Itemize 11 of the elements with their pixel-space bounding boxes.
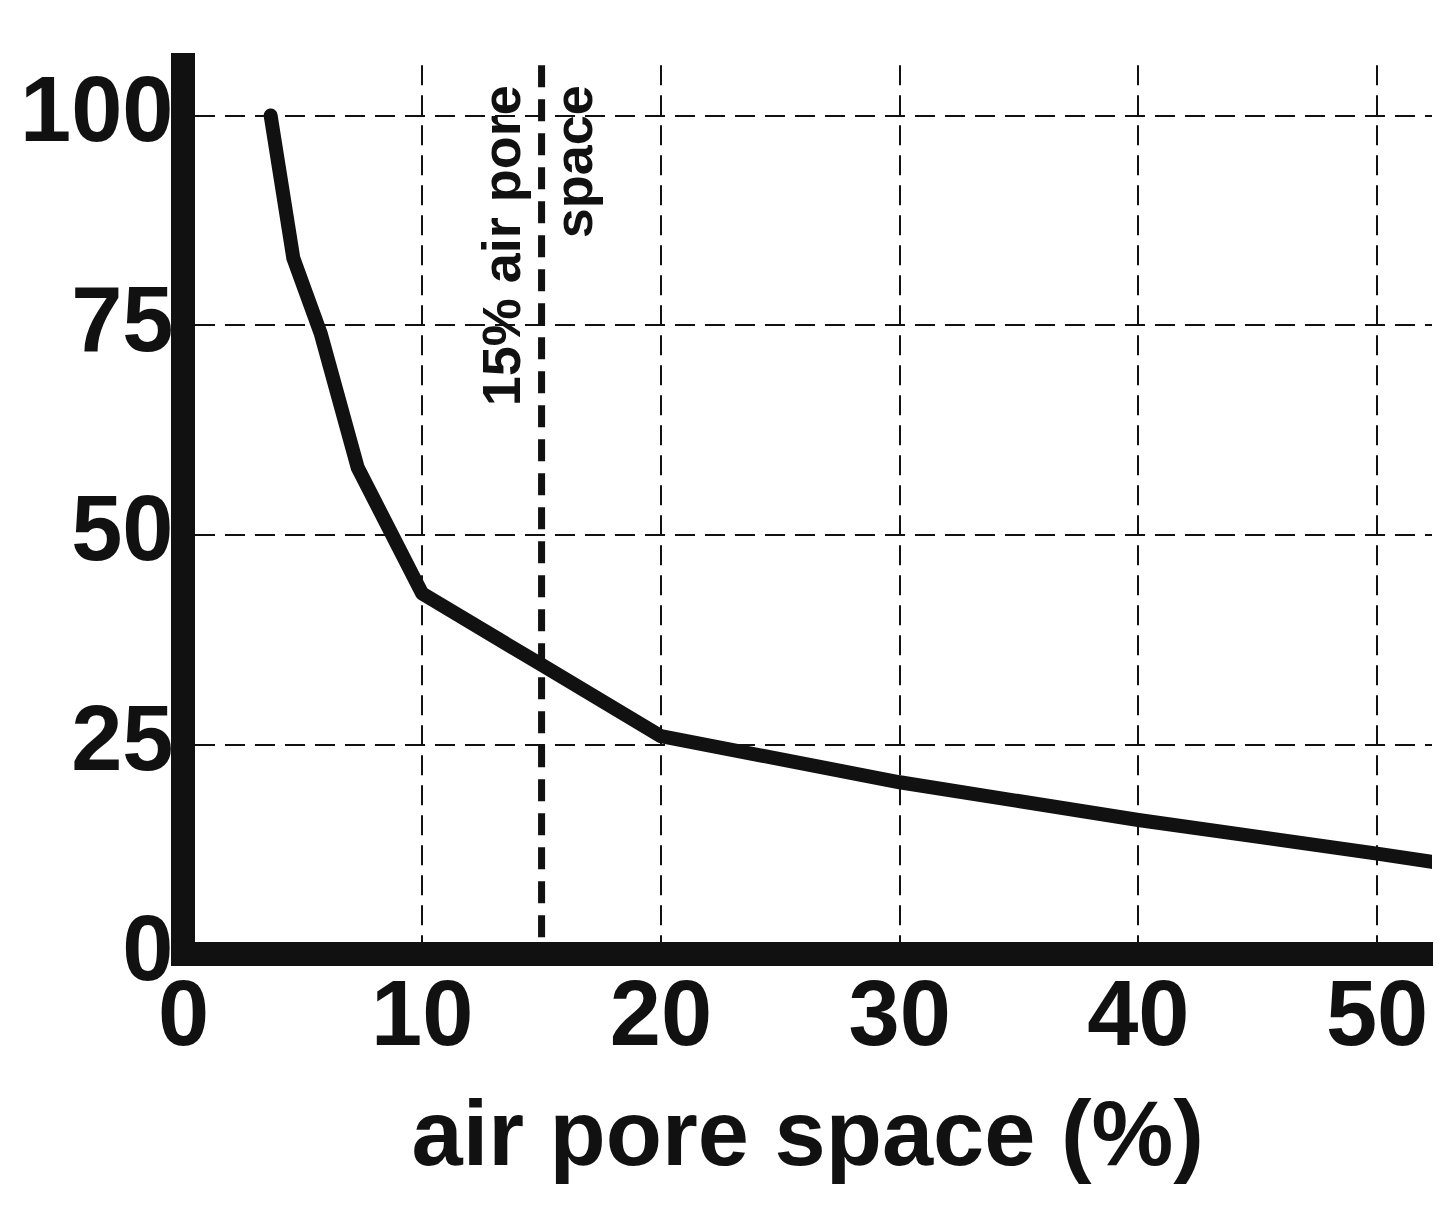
x-tick-label: 50 bbox=[1325, 961, 1429, 1064]
ref-line-label: 15% air pore space bbox=[471, 85, 604, 407]
y-tick-label: 25 bbox=[71, 686, 174, 789]
x-tick-label: 30 bbox=[848, 961, 951, 1064]
x-tick-label: 40 bbox=[1087, 961, 1190, 1064]
x-tick-label: 20 bbox=[609, 961, 713, 1064]
y-tick-label: 50 bbox=[71, 477, 174, 580]
x-tick-label: 10 bbox=[371, 961, 474, 1064]
y-tick-label: 75 bbox=[71, 267, 174, 370]
x-axis-title: air pore space (%) bbox=[411, 1082, 1205, 1185]
y-tick-label: 100 bbox=[20, 57, 174, 160]
